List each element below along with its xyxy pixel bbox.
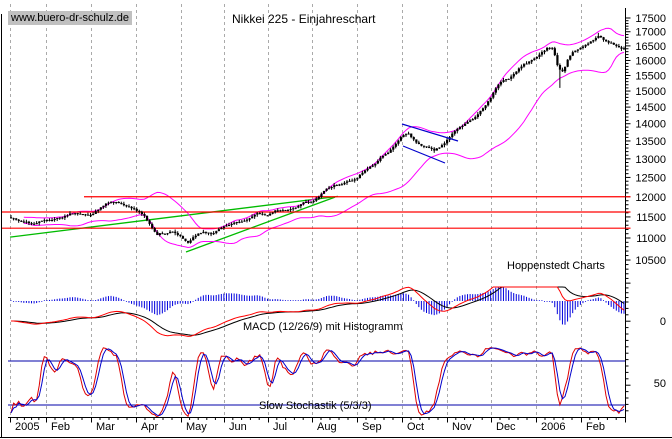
svg-text:11500: 11500 [636,212,666,224]
svg-text:May: May [186,421,207,433]
svg-text:Jul: Jul [273,421,287,433]
svg-text:Aug: Aug [317,421,337,433]
page-title: Nikkei 225 - Einjahreschart [232,12,376,26]
svg-text:17500: 17500 [635,13,666,25]
svg-text:Mar: Mar [96,421,115,433]
svg-text:12000: 12000 [635,192,666,204]
svg-text:11000: 11000 [636,233,666,245]
right-axis: 17500 17000 16500 16000 15500 15000 14500 14000… [625,8,666,418]
stochastic-lines [10,347,625,418]
stochastic-levels [8,360,626,406]
svg-text:Apr: Apr [141,421,158,433]
svg-text:Feb: Feb [51,421,70,433]
svg-text:Oct: Oct [407,421,424,433]
svg-text:13500: 13500 [635,136,666,148]
svg-text:0: 0 [660,316,666,328]
svg-text:50: 50 [654,378,666,390]
stochastic-panel-label: Slow Stochastik (5/3/3) [259,400,372,412]
svg-text:12500: 12500 [635,172,666,184]
watermark: www.buero-dr-schulz.de [8,11,132,26]
macd-lines [11,286,625,337]
green-trendlines [9,195,339,253]
x-axis: 2005 Feb Mar Apr May Jun Jul Aug Sep Oct Nov Dec 200… [0,417,672,438]
macd-panel-label: MACD (12/26/9) mit Histogramm [243,321,403,333]
month-gridlines [10,4,582,416]
svg-text:2006: 2006 [541,421,565,433]
svg-text:Jun: Jun [229,421,247,433]
svg-text:16000: 16000 [635,55,666,67]
svg-text:17000: 17000 [635,27,666,39]
svg-text:14000: 14000 [635,119,666,131]
svg-text:2005: 2005 [15,421,39,433]
svg-text:13000: 13000 [635,154,666,166]
svg-text:10500: 10500 [635,255,666,267]
svg-text:Feb: Feb [586,421,605,433]
svg-text:Dec: Dec [496,421,516,433]
macd-histogram [10,286,625,325]
candlestick-series [10,32,626,244]
svg-text:Nov: Nov [452,421,472,433]
bollinger-bands [23,27,625,249]
svg-text:Sep: Sep [362,421,382,433]
support-resistance-lines [2,196,626,229]
svg-text:16500: 16500 [635,41,666,53]
branding-label: Hoppenstedt Charts [507,260,605,272]
svg-text:15000: 15000 [635,86,666,98]
svg-text:14500: 14500 [635,102,666,114]
blue-channel-lines [401,123,459,164]
svg-text:15500: 15500 [635,71,666,83]
